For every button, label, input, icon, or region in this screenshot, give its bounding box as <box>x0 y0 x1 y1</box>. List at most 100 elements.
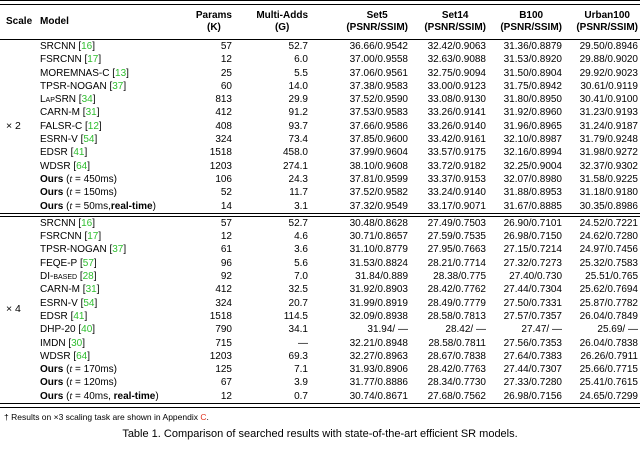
col-header-set14-block: Set14 (PSNR/SSIM) <box>424 10 486 34</box>
citation-number[interactable]: 31 <box>85 284 97 296</box>
cell-madds: 3.1 <box>294 200 308 212</box>
col-header-b100-line2: (PSNR/SSIM) <box>500 22 562 33</box>
cell-madds: 20.7 <box>288 297 308 309</box>
table-top-rule <box>0 0 640 5</box>
cell-b100: 27.47/ — <box>521 324 562 336</box>
table-body: × 2 SRCNN [16] 57 52.7 36.66/0.9542 32.42/0.9… <box>0 40 640 404</box>
cell-params: 1518 <box>209 310 232 322</box>
cell-set14: 33.26/0.9140 <box>427 120 486 132</box>
model-name: ESRN-V [54] <box>40 297 98 309</box>
cell-set5: 31.94/ — <box>367 324 408 336</box>
cell-b100: 31.50/0.8904 <box>503 67 562 79</box>
cell-params: 57 <box>184 212 234 231</box>
cell-urban100: 24.65/0.7299 <box>579 390 638 402</box>
citation-number[interactable]: 37 <box>112 244 124 256</box>
cell-urban100: 30.35/0.8986 <box>579 200 638 212</box>
model-name: WDSR [64] <box>40 350 91 362</box>
model-name: SRCNN [16] <box>40 41 96 52</box>
citation-number[interactable]: 57 <box>82 257 94 269</box>
cell-params: 92 <box>220 271 232 283</box>
cell-b100: 26.98/0.7156 <box>503 390 562 402</box>
cell-params: 60 <box>220 80 232 92</box>
citation-number[interactable]: 31 <box>85 107 97 119</box>
citation-number[interactable]: 12 <box>87 120 99 132</box>
citation-number[interactable]: 37 <box>112 80 124 92</box>
citation-number[interactable]: 28 <box>82 271 94 283</box>
citation-number[interactable]: 64 <box>76 350 88 362</box>
cell-b100: 27.56/0.7353 <box>503 337 562 349</box>
model-name: Ours (t = 170ms) <box>40 364 117 376</box>
citation-number[interactable]: 41 <box>73 147 85 159</box>
col-header-multiadds: Multi-Adds (G) <box>234 6 310 40</box>
citation-number[interactable]: 30 <box>71 337 83 349</box>
cell-urban100: 26.26/0.7911 <box>580 350 638 362</box>
cell-set5: 31.10/0.8779 <box>349 244 408 256</box>
col-header-model: Model <box>36 6 184 40</box>
footnote-text: Results on ×3 scaling task are shown in … <box>8 412 201 423</box>
appendix-link[interactable]: C <box>200 412 207 423</box>
cell-set14: 27.49/0.7503 <box>410 212 488 231</box>
col-header-urban100-line2: (PSNR/SSIM) <box>576 22 638 33</box>
cell-set14: 33.72/0.9182 <box>427 160 486 172</box>
cell-set14: 28.42/0.7762 <box>427 284 486 296</box>
cell-madds: 4.6 <box>294 231 308 243</box>
model-name: Ours (t = 50ms,real-time) <box>40 200 156 212</box>
citation-number[interactable]: 40 <box>81 324 93 336</box>
cell-set14: 28.42/0.7763 <box>427 364 486 376</box>
cell-b100: 31.92/0.8960 <box>503 107 562 119</box>
cell-set5: 31.84/0.889 <box>355 271 408 283</box>
cell-set14: 27.68/0.7562 <box>427 390 486 402</box>
cell-urban100: 25.66/0.7715 <box>579 364 638 376</box>
cell-urban100: 25.69/ — <box>597 324 638 336</box>
citation-number[interactable]: 34 <box>81 94 93 106</box>
model-name: DI-based [28] <box>40 271 97 283</box>
cell-madds: 52.7 <box>234 212 310 231</box>
cell-b100: 27.44/0.7304 <box>503 284 562 296</box>
cell-b100: 27.44/0.7307 <box>503 364 562 376</box>
citation-number[interactable]: 41 <box>73 310 85 322</box>
cell-set5: 30.74/0.8671 <box>349 390 408 402</box>
citation-number[interactable]: 17 <box>87 54 99 66</box>
col-header-b100-line1: B100 <box>519 10 544 21</box>
cell-params: 1203 <box>209 160 232 172</box>
cell-madds: 3.9 <box>294 377 308 389</box>
citation-number[interactable]: 64 <box>76 160 88 172</box>
cell-set5: 30.48/0.8628 <box>310 212 410 231</box>
cell-urban100: 29.88/0.9020 <box>579 54 638 66</box>
cell-set5: 37.53/0.9583 <box>349 107 408 119</box>
table-row: FALSR-C [12] 408 93.7 37.66/0.9586 33.26/0.9… <box>0 120 640 133</box>
cell-set5: 37.38/0.9583 <box>349 80 408 92</box>
cell-b100: 31.53/0.8920 <box>503 54 562 66</box>
col-header-multiadds-line1: Multi-Adds <box>256 10 308 21</box>
model-name: MOREMNAS-C [13] <box>40 67 129 79</box>
cell-urban100: 26.04/0.7849 <box>579 310 638 322</box>
cell-madds: 458.0 <box>282 147 308 159</box>
cell-madds: 6.0 <box>294 54 308 66</box>
table-row: EDSR [41] 1518 114.5 32.09/0.8938 28.58/0.78… <box>0 310 640 323</box>
model-name: EDSR [41] <box>40 310 88 322</box>
cell-set14: 33.08/0.9130 <box>427 94 486 106</box>
cell-set5: 37.06/0.9561 <box>349 67 408 79</box>
cell-madds: 7.1 <box>294 364 308 376</box>
cell-b100: 27.57/0.7357 <box>503 310 562 322</box>
cell-set14: 28.58/0.7811 <box>428 337 486 349</box>
citation-number[interactable]: 54 <box>83 134 95 146</box>
cell-params: 61 <box>220 244 232 256</box>
citation-number[interactable]: 16 <box>81 217 93 229</box>
col-header-set5-block: Set5 (PSNR/SSIM) <box>346 10 408 34</box>
table-row: ESRN-V [54] 324 73.4 37.85/0.9600 33.42/0.91… <box>0 133 640 146</box>
cell-params: 12 <box>220 54 232 66</box>
table-row: EDSR [41] 1518 458.0 37.99/0.9604 33.57/0.91… <box>0 146 640 159</box>
citation-number[interactable]: 17 <box>87 231 99 243</box>
model-name: EDSR [41] <box>40 147 88 159</box>
cell-madds: 69.3 <box>288 350 308 362</box>
citation-number[interactable]: 16 <box>81 41 93 52</box>
cell-set5: 37.52/0.9582 <box>349 187 408 199</box>
footnote-period: . <box>206 412 209 423</box>
citation-number[interactable]: 13 <box>115 67 127 79</box>
cell-params: 1203 <box>209 350 232 362</box>
table-row: WDSR [64] 1203 274.1 38.10/0.9608 33.72/0.91… <box>0 160 640 173</box>
cell-b100: 27.15/0.7214 <box>503 244 562 256</box>
col-header-set14-line1: Set14 <box>441 10 469 21</box>
citation-number[interactable]: 54 <box>83 297 95 309</box>
